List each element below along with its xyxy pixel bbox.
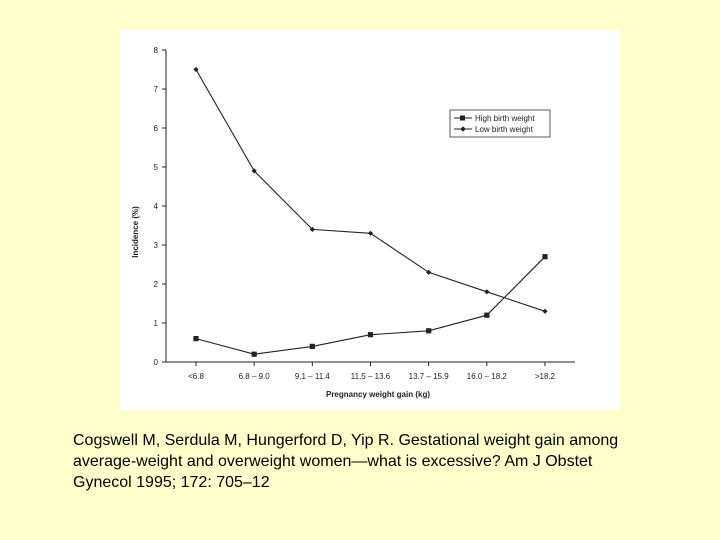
- series-line-low-birth-weight: [195, 69, 546, 312]
- y-tick-label: 2: [154, 280, 159, 289]
- x-tick-label: <6.8: [188, 372, 204, 381]
- low-birth-weight-point: [193, 66, 199, 73]
- high-birth-weight-point: [309, 343, 315, 349]
- series-line-high-birth-weight: [195, 256, 546, 355]
- high-birth-weight-point: [542, 254, 548, 260]
- x-tick-label: >18.2: [535, 372, 556, 381]
- high-birth-weight-point: [193, 336, 199, 342]
- high-birth-weight-point: [251, 351, 257, 357]
- y-tick-label: 6: [154, 124, 159, 133]
- low-birth-weight-point: [367, 230, 374, 236]
- low-birth-weight-point: [484, 289, 490, 295]
- y-tick-label: 3: [154, 241, 159, 250]
- x-tick-label: 16.0 – 18.2: [467, 372, 508, 381]
- x-tick-label: 9.1 – 11.4: [295, 372, 331, 381]
- x-tick-label: 13.7 – 15.9: [409, 372, 450, 381]
- high-birth-weight-point: [484, 312, 490, 318]
- axes: [165, 50, 575, 363]
- y-tick-label: 5: [154, 163, 159, 172]
- legend: High birth weight Low birth weight: [449, 109, 551, 138]
- legend-box: [449, 109, 551, 138]
- y-tick-label: 4: [154, 202, 159, 211]
- y-tick-label: 0: [154, 358, 159, 367]
- x-axis-title: Pregnancy weight gain (kg): [326, 390, 430, 399]
- legend-low-label: Low birth weight: [475, 125, 534, 134]
- low-birth-weight-point: [426, 269, 432, 275]
- chart-panel: 0 1 2 3 4 5 6 7 8 <6.8 6.8 – 9.0 9.1 – 11.4 11.5 – 1…: [120, 30, 620, 410]
- low-birth-weight-point: [542, 308, 548, 314]
- legend-high-label: High birth weight: [475, 114, 535, 123]
- y-tick-label: 1: [154, 319, 159, 328]
- x-tick-label: 11.5 – 13.6: [351, 372, 391, 381]
- series-layer: [193, 66, 548, 357]
- high-birth-weight-point: [367, 332, 374, 338]
- y-tick-label: 8: [154, 46, 159, 55]
- citation-caption: Cogswell M, Serdula M, Hungerford D, Yip…: [73, 432, 619, 491]
- incidence-line-chart: 0 1 2 3 4 5 6 7 8 <6.8 6.8 – 9.0 9.1 – 11.4 11.5 – 1…: [131, 46, 575, 399]
- ticks: 0 1 2 3 4 5 6 7 8 <6.8 6.8 – 9.0 9.1 – 11.4 11.5 – 1…: [154, 46, 556, 381]
- y-tick-label: 7: [154, 85, 159, 94]
- high-birth-weight-point: [426, 328, 432, 334]
- legend-high-marker: [460, 115, 465, 121]
- x-tick-label: 6.8 – 9.0: [239, 372, 271, 381]
- low-birth-weight-point: [251, 168, 257, 174]
- y-axis-title: Incidence (%): [131, 206, 140, 258]
